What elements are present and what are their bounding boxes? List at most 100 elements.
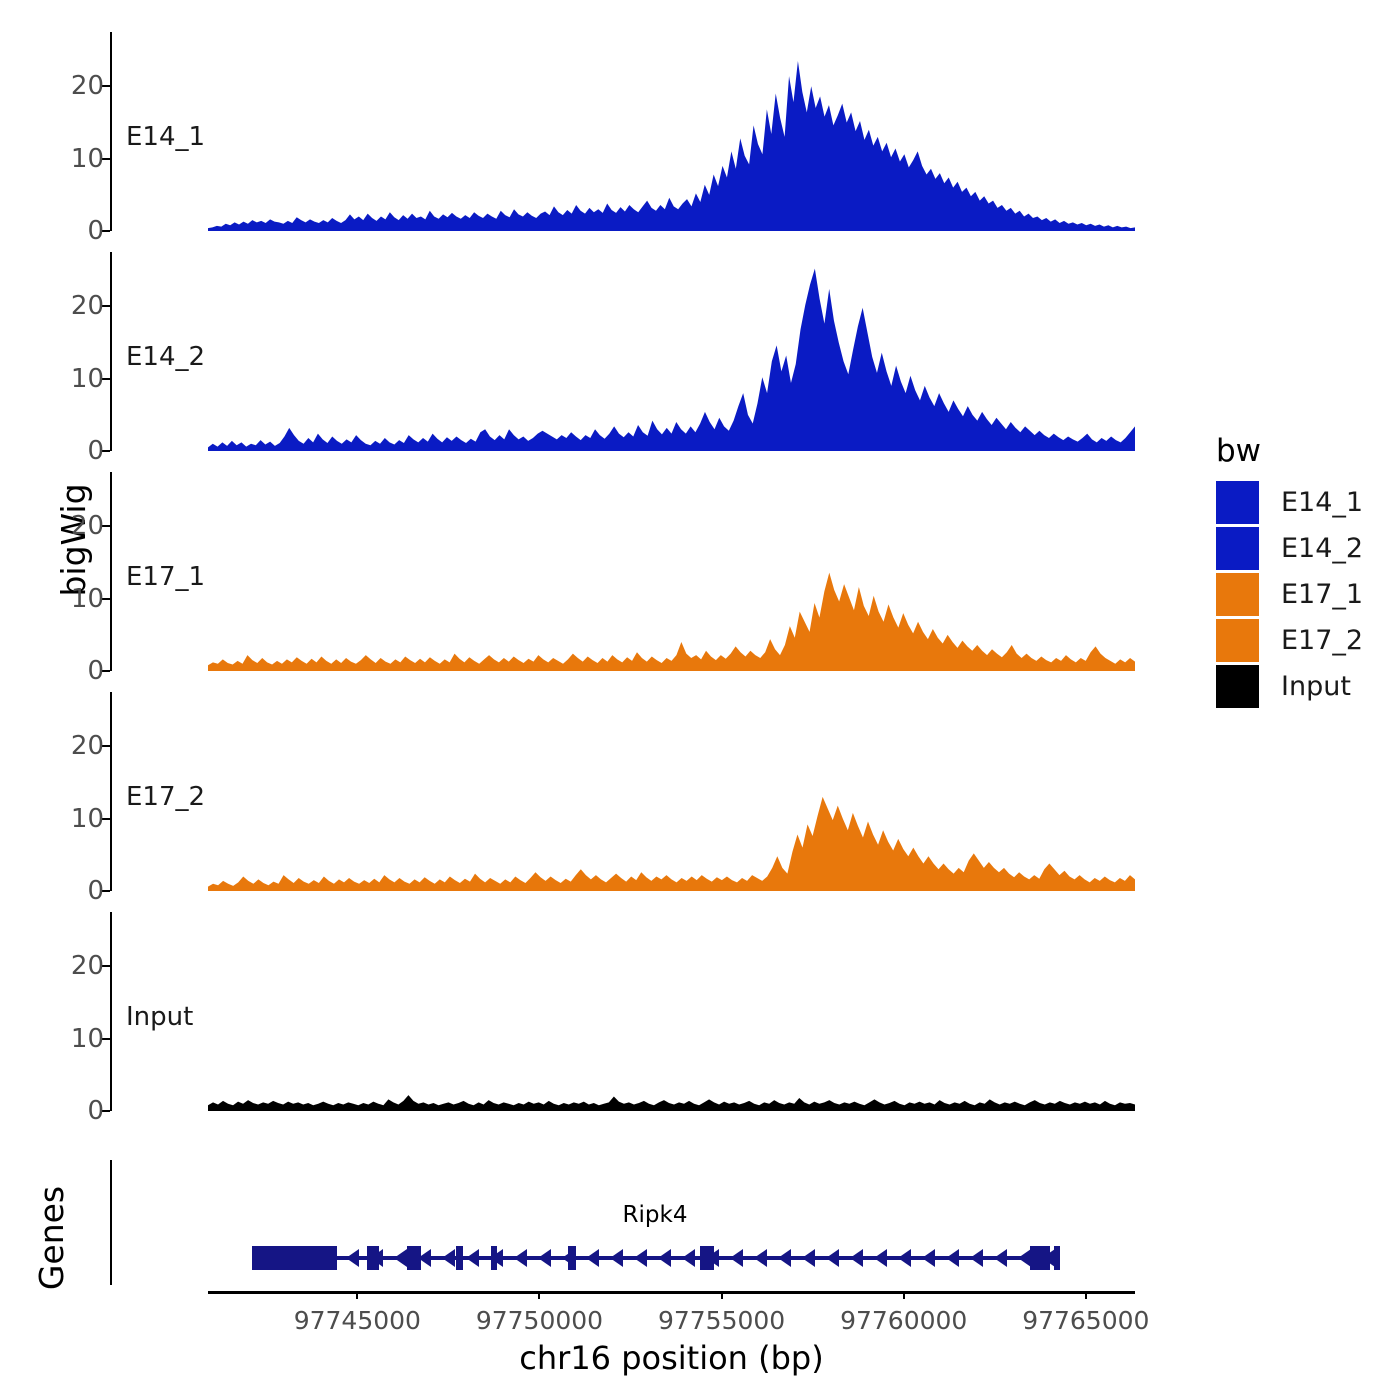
legend-swatch-e14_1 [1216, 480, 1259, 524]
y-tick-mark [102, 450, 110, 452]
y-tick-mark [102, 670, 110, 672]
gene-strand-arrow-left [778, 1249, 791, 1267]
y-tick-label: 20 [70, 731, 104, 762]
gene-strand-arrow-left [346, 1249, 359, 1267]
y-tick-label: 0 [87, 436, 104, 466]
signal-area-svg [208, 268, 1135, 451]
gene-exon [456, 1246, 463, 1270]
legend: bw E14_1 E14_2 E17_1 E17_2 Input [1216, 434, 1396, 710]
track-label-e17_1: E17_1 [126, 561, 206, 592]
signal-track-e17_1[interactable] [208, 472, 1135, 671]
signal-area [208, 796, 1135, 891]
y-tick-label: 20 [70, 511, 104, 542]
y-tick-label: 0 [87, 656, 104, 686]
signal-track-e14_2[interactable] [208, 252, 1135, 451]
gene-strand-arrow-left [922, 1249, 935, 1267]
gene-name-label: Ripk4 [622, 1202, 688, 1228]
y-tick-mark [102, 525, 110, 528]
signal-track-e17_2[interactable] [208, 692, 1135, 891]
signal-area [208, 1095, 1135, 1111]
legend-item-e14_2[interactable]: E14_2 [1216, 526, 1396, 570]
x-tick-mark [720, 1291, 723, 1299]
y-tick-mark [102, 85, 110, 88]
signal-area-svg [208, 796, 1135, 891]
x-tick-label: 97755000 [657, 1306, 786, 1335]
x-tick-label: 97760000 [840, 1306, 968, 1335]
gene-strand-arrow-left [682, 1249, 695, 1267]
gene-strand-arrow-left [994, 1249, 1007, 1267]
y-axis-line [110, 912, 112, 1111]
x-axis-line [208, 1291, 1135, 1294]
y-tick-label: 10 [70, 583, 104, 614]
legend-item-e17_2[interactable]: E17_2 [1216, 618, 1396, 662]
y-tick-label: 0 [87, 216, 104, 246]
genes-panel: Ripk4 [0, 1160, 1400, 1290]
y-tick-mark [102, 1037, 110, 1040]
y-tick-mark [102, 817, 110, 820]
legend-swatch-e17_2 [1216, 618, 1259, 662]
y-tick-mark [102, 230, 110, 232]
x-tick-label: 97765000 [1022, 1306, 1150, 1335]
gene-strand-arrow-left [730, 1249, 743, 1267]
gene-exon [367, 1246, 379, 1270]
gene-strand-arrow-left [970, 1249, 983, 1267]
x-tick-mark [356, 1291, 359, 1299]
gene-strand-arrow-left [466, 1249, 479, 1267]
y-tick-mark [102, 745, 110, 748]
legend-item-input[interactable]: Input [1216, 664, 1396, 708]
gene-strand-arrow-left [442, 1249, 455, 1267]
legend-label: E14_2 [1281, 532, 1364, 564]
gene-strand-arrow-left [514, 1249, 527, 1267]
gene-model-track[interactable] [208, 1238, 1135, 1278]
y-tick-mark [102, 597, 110, 600]
signal-area-svg [208, 572, 1135, 671]
panel-e14_1: 0 10 20 E14_1 [0, 32, 1400, 244]
x-tick-mark [902, 1291, 905, 1299]
gene-intron-line [252, 1256, 1056, 1260]
signal-track-e14_1[interactable] [208, 32, 1135, 231]
legend-label: E14_1 [1281, 486, 1364, 518]
signal-area [208, 572, 1135, 671]
y-tick-mark [102, 377, 110, 380]
gene-exon [407, 1246, 421, 1270]
gene-strand-arrow-left [394, 1249, 407, 1267]
legend-item-e17_1[interactable]: E17_1 [1216, 572, 1396, 616]
gene-exon [1054, 1246, 1060, 1270]
gene-strand-arrow-left [898, 1249, 911, 1267]
y-tick-mark [102, 157, 110, 160]
y-tick-label: 20 [70, 291, 104, 322]
gene-strand-arrow-left [946, 1249, 959, 1267]
legend-label: Input [1281, 670, 1351, 702]
gene-strand-arrow-left [802, 1249, 815, 1267]
y-axis-line [110, 692, 112, 891]
gene-exon [568, 1246, 576, 1270]
y-axis-line [110, 32, 112, 231]
panel-e17_1: 0 10 20 E17_1 [0, 472, 1400, 684]
y-tick-mark [102, 890, 110, 892]
gene-strand-arrow-left [1018, 1249, 1031, 1267]
y-tick-label: 0 [87, 1096, 104, 1126]
panel-input: 0 10 20 Input [0, 912, 1400, 1124]
signal-track-input[interactable] [208, 912, 1135, 1111]
x-tick-label: 97750000 [475, 1306, 604, 1335]
track-label-e14_2: E14_2 [126, 341, 206, 372]
legend-swatch-input [1216, 664, 1259, 708]
gene-strand-arrow-left [874, 1249, 887, 1267]
y-tick-label: 20 [70, 71, 104, 102]
x-axis-title: chr16 position (bp) [519, 1339, 824, 1377]
gene-exon [491, 1246, 497, 1270]
y-tick-label: 20 [70, 951, 104, 982]
gene-strand-arrow-left [634, 1249, 647, 1267]
signal-area [208, 268, 1135, 451]
gene-strand-arrow-left [586, 1249, 599, 1267]
track-label-input: Input [126, 1001, 194, 1032]
panel-e14_2: 0 10 20 E14_2 [0, 252, 1400, 464]
signal-area [208, 60, 1135, 231]
gene-exon [1030, 1246, 1050, 1270]
y-tick-mark [102, 1110, 110, 1112]
gene-strand-arrow-left [418, 1249, 431, 1267]
y-tick-label: 10 [70, 363, 104, 394]
gene-model-svg [252, 1246, 1060, 1270]
legend-item-e14_1[interactable]: E14_1 [1216, 480, 1396, 524]
legend-swatch-e14_2 [1216, 526, 1259, 570]
